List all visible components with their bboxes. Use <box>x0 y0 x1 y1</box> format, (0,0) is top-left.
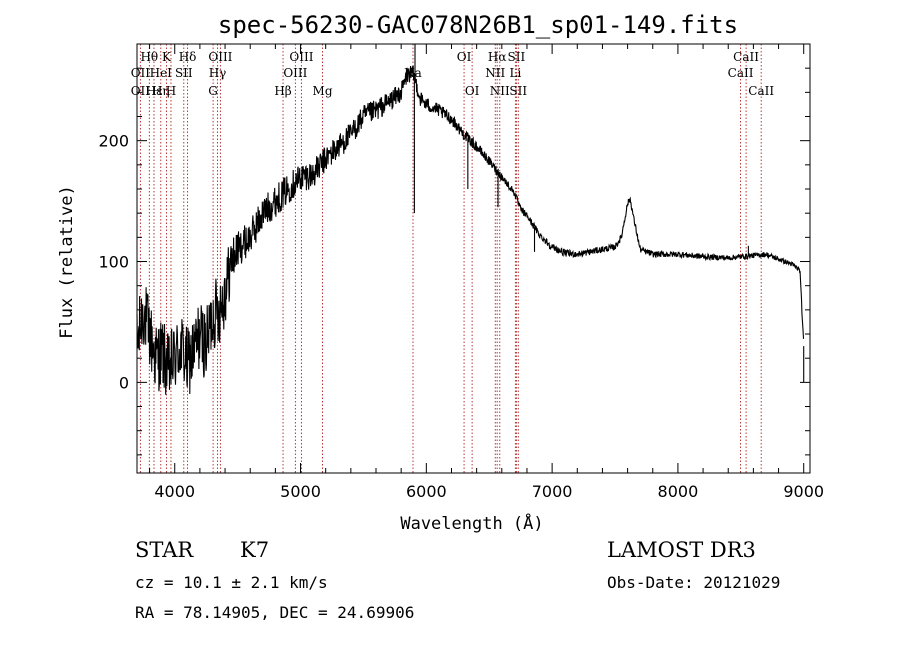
line-id-label: Hβ <box>274 84 291 98</box>
y-tick-label: 100 <box>98 253 129 272</box>
x-axis-label: Wavelength (Å) <box>400 512 543 534</box>
line-id-label: OIII <box>208 50 232 64</box>
x-tick-label: 4000 <box>154 482 195 501</box>
line-id-label: CaII <box>748 84 774 98</box>
line-id-label: Mg <box>313 84 333 98</box>
survey-name: LAMOST DR3 <box>607 538 756 562</box>
object-class: STAR <box>135 538 194 562</box>
line-id-label: Hγ <box>209 66 227 80</box>
x-tick-label: 7000 <box>532 482 573 501</box>
axis-ticks: 4000 5000 6000 7000 8000 9000 0 100 200 <box>98 43 824 501</box>
line-id-label: CaII <box>733 50 759 64</box>
line-id-label: SII <box>508 50 526 64</box>
x-tick-label: 6000 <box>406 482 447 501</box>
line-id-label: H <box>166 84 176 98</box>
line-id-label: NII <box>490 84 510 98</box>
line-id-label: OI <box>457 50 472 64</box>
y-tick-label: 200 <box>98 132 129 151</box>
line-id-label: Hε <box>146 84 163 98</box>
line-id-label: OII <box>131 84 151 98</box>
line-id-label: G <box>208 84 218 98</box>
line-id-label: K <box>162 50 172 64</box>
line-id-label: Hδ <box>179 50 197 64</box>
x-tick-label: 9000 <box>783 482 824 501</box>
line-id-label: OIII <box>289 50 313 64</box>
line-id-label: SII <box>175 66 193 80</box>
line-id-label: NII <box>485 66 505 80</box>
coordinates: RA = 78.14905, DEC = 24.69906 <box>135 603 415 622</box>
line-id-label: Hη <box>152 84 170 98</box>
line-id-label: Hθ <box>140 50 158 64</box>
line-id-label: HeI <box>150 66 173 80</box>
line-id-label: OI <box>465 84 480 98</box>
spectrum-line <box>136 65 805 395</box>
line-id-label: CaII <box>728 66 754 80</box>
line-id-label: Hα <box>488 50 507 64</box>
y-axis-label: Flux (relative) <box>57 185 77 339</box>
plot-frame <box>136 43 811 474</box>
y-tick-label: 0 <box>119 373 129 392</box>
x-tick-label: 8000 <box>658 482 699 501</box>
redshift-value: cz = 10.1 ± 2.1 km/s <box>135 573 328 592</box>
x-tick-label: 5000 <box>280 482 321 501</box>
line-id-markers <box>139 44 805 473</box>
line-id-label: OIII <box>283 66 307 80</box>
line-id-label: Li <box>509 66 521 80</box>
observation-date: Obs-Date: 20121029 <box>607 573 781 592</box>
chart-title: spec-56230-GAC078N26B1_sp01-149.fits <box>218 11 738 39</box>
line-id-label: SII <box>509 84 527 98</box>
line-id-label: OII <box>131 66 151 80</box>
object-subclass: K7 <box>240 538 270 562</box>
